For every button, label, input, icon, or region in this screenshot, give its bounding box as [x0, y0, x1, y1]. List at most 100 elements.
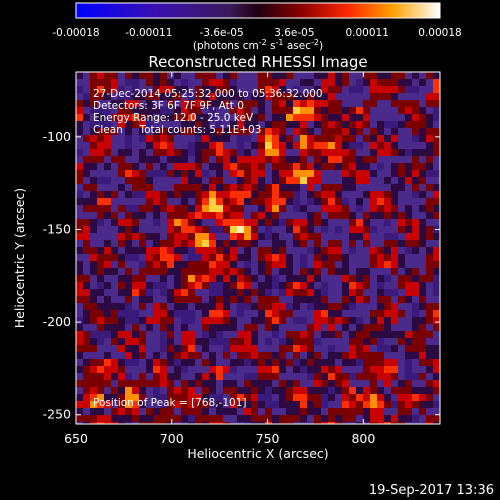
heat-cell [181, 233, 188, 240]
heat-cell [293, 135, 300, 142]
heat-cell [405, 289, 412, 296]
heat-cell [370, 79, 377, 86]
heat-cell [293, 114, 300, 121]
heat-cell [363, 135, 370, 142]
info-line-detectors: Detectors: 3F 6F 7F 9F, Att 0 [93, 100, 244, 112]
heat-cell [146, 79, 153, 86]
heat-cell [160, 233, 167, 240]
heat-cell [314, 296, 321, 303]
heat-cell [195, 408, 202, 415]
heat-cell [426, 107, 433, 114]
heat-cell [377, 100, 384, 107]
heat-cell [265, 191, 272, 198]
heat-cell [307, 226, 314, 233]
heat-cell [356, 275, 363, 282]
heat-cell [118, 149, 125, 156]
heat-cell [181, 352, 188, 359]
heat-cell [202, 296, 209, 303]
heat-cell [139, 345, 146, 352]
heat-cell [321, 170, 328, 177]
heat-cell [426, 114, 433, 121]
heat-cell [314, 387, 321, 394]
heat-cell [384, 212, 391, 219]
heat-cell [104, 212, 111, 219]
heat-cell [272, 226, 279, 233]
heat-cell [83, 219, 90, 226]
heat-cell [265, 156, 272, 163]
heat-cell [279, 226, 286, 233]
heat-cell [237, 114, 244, 121]
heat-cell [76, 79, 83, 86]
heat-cell [321, 366, 328, 373]
heat-cell [293, 408, 300, 415]
heat-cell [209, 177, 216, 184]
heat-cell [160, 184, 167, 191]
heat-cell [412, 107, 419, 114]
heat-cell [391, 93, 398, 100]
heat-cell [104, 93, 111, 100]
heat-cell [174, 240, 181, 247]
heat-cell [118, 310, 125, 317]
heat-cell [237, 93, 244, 100]
heat-cell [321, 163, 328, 170]
heat-cell [195, 163, 202, 170]
heat-cell [76, 324, 83, 331]
heat-cell [356, 303, 363, 310]
heat-cell [76, 240, 83, 247]
heat-cell [265, 268, 272, 275]
heat-cell [139, 422, 146, 424]
heat-cell [265, 380, 272, 387]
heat-cell [265, 317, 272, 324]
heat-cell [398, 394, 405, 401]
heat-cell [244, 338, 251, 345]
heat-cell [90, 338, 97, 345]
heat-cell [279, 366, 286, 373]
heat-cell [251, 380, 258, 387]
heat-cell [426, 303, 433, 310]
heat-cell [258, 233, 265, 240]
heat-cell [251, 121, 258, 128]
heat-cell [300, 268, 307, 275]
heat-cell [111, 205, 118, 212]
heat-cell [188, 387, 195, 394]
heat-cell [90, 422, 97, 424]
heat-cell [314, 79, 321, 86]
heat-cell [314, 149, 321, 156]
heat-cell [384, 345, 391, 352]
heat-cell [216, 422, 223, 424]
heat-cell [251, 240, 258, 247]
heat-cell [111, 345, 118, 352]
heat-cell [118, 289, 125, 296]
heat-cell [146, 100, 153, 107]
heat-cell [314, 72, 321, 79]
heat-cell [237, 289, 244, 296]
heat-cell [426, 373, 433, 380]
heat-cell [293, 128, 300, 135]
heat-cell [83, 86, 90, 93]
heat-cell [307, 93, 314, 100]
heat-cell [174, 149, 181, 156]
heat-cell [391, 205, 398, 212]
heat-cell [307, 261, 314, 268]
heat-cell [328, 380, 335, 387]
heat-cell [223, 324, 230, 331]
heat-cell [433, 268, 440, 275]
heat-cell [391, 324, 398, 331]
heat-cell [216, 107, 223, 114]
heat-cell [314, 331, 321, 338]
heat-cell [209, 331, 216, 338]
heat-cell [244, 324, 251, 331]
heat-cell [76, 359, 83, 366]
heat-cell [258, 324, 265, 331]
heat-cell [209, 261, 216, 268]
heat-cell [363, 240, 370, 247]
heat-cell [335, 142, 342, 149]
heat-cell [433, 198, 440, 205]
heat-cell [433, 93, 440, 100]
heat-cell [111, 198, 118, 205]
heat-cell [370, 380, 377, 387]
heat-cell [111, 317, 118, 324]
heat-cell [356, 261, 363, 268]
heat-cell [307, 303, 314, 310]
heat-cell [342, 205, 349, 212]
